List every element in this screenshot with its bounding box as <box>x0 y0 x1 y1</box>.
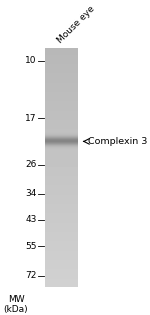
Text: 43: 43 <box>25 215 37 224</box>
Text: Mouse eye: Mouse eye <box>55 4 96 45</box>
Text: 26: 26 <box>25 160 37 169</box>
Text: 55: 55 <box>25 242 37 251</box>
Text: MW
(kDa): MW (kDa) <box>4 295 28 314</box>
Text: Complexin 3: Complexin 3 <box>88 137 147 146</box>
Text: 10: 10 <box>25 56 37 65</box>
Text: 34: 34 <box>25 189 37 198</box>
Text: 72: 72 <box>25 271 37 280</box>
Text: 17: 17 <box>25 114 37 123</box>
